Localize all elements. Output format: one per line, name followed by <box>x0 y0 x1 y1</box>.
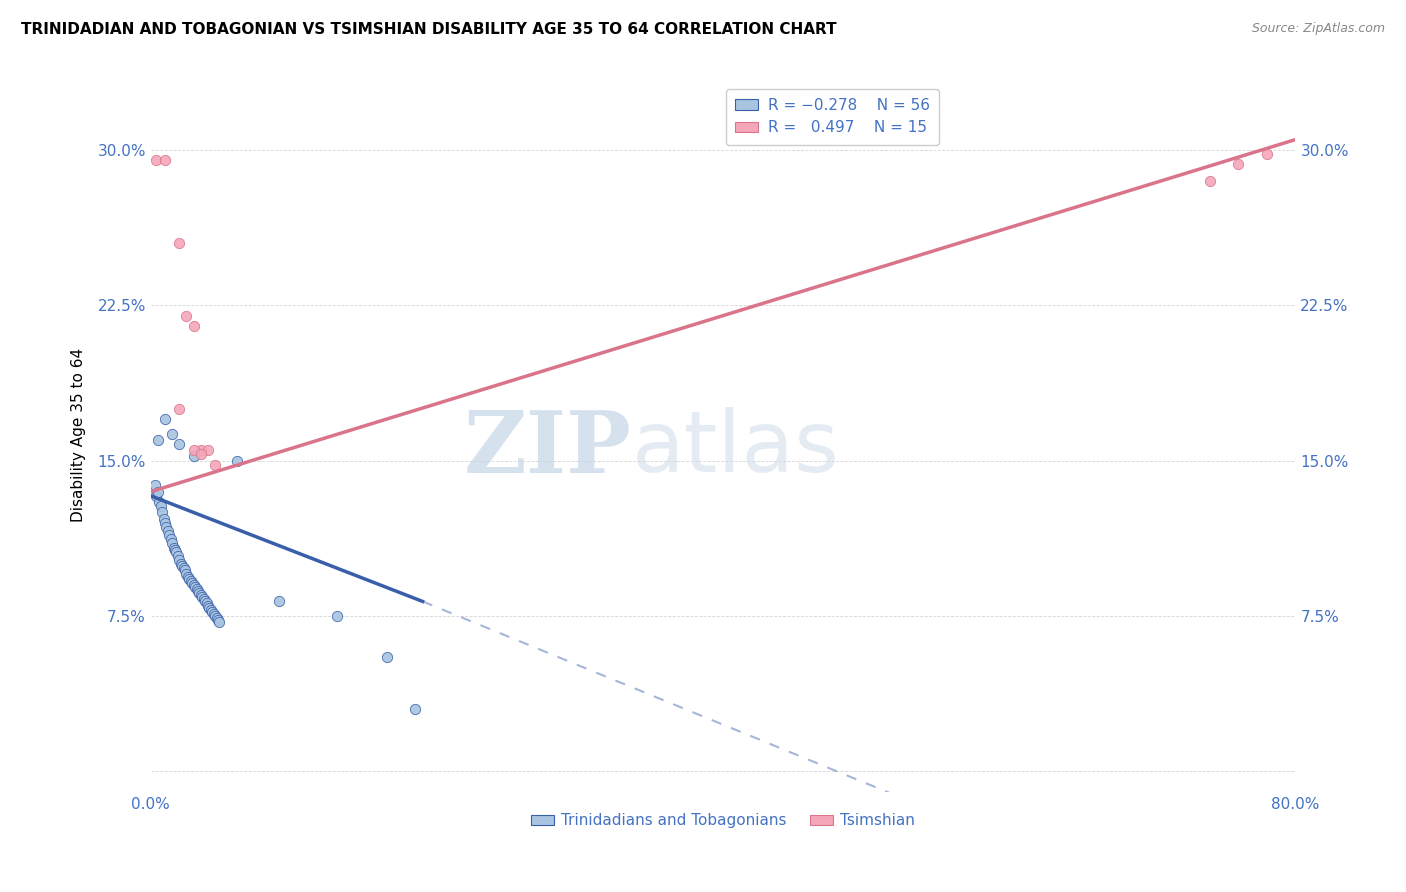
Point <box>191 591 214 605</box>
Point <box>200 603 222 617</box>
Point <box>187 584 209 599</box>
Point <box>163 542 186 557</box>
Point <box>205 611 228 625</box>
Point <box>157 528 180 542</box>
Point <box>183 443 205 458</box>
Point <box>183 318 205 333</box>
Point <box>169 553 191 567</box>
Point <box>198 600 221 615</box>
Point <box>202 607 225 621</box>
Point <box>184 580 207 594</box>
Point <box>149 499 172 513</box>
Point <box>170 557 193 571</box>
Point <box>269 594 291 608</box>
Point <box>193 592 215 607</box>
Point <box>181 575 204 590</box>
Point <box>207 613 229 627</box>
Point <box>153 153 176 168</box>
Point <box>159 533 181 547</box>
Point <box>375 650 398 665</box>
Point <box>160 536 183 550</box>
Point <box>201 605 224 619</box>
Point <box>169 401 191 416</box>
Point <box>156 524 179 538</box>
Point <box>146 484 169 499</box>
Point <box>183 578 205 592</box>
Point <box>166 545 188 559</box>
Point <box>194 594 217 608</box>
Text: ZIP: ZIP <box>464 407 631 491</box>
Point <box>174 563 197 577</box>
Point <box>188 586 211 600</box>
Point <box>179 572 201 586</box>
Point <box>153 516 176 530</box>
Point <box>160 426 183 441</box>
Point <box>145 153 167 168</box>
Point <box>176 309 198 323</box>
Point <box>1227 157 1250 171</box>
Text: TRINIDADIAN AND TOBAGONIAN VS TSIMSHIAN DISABILITY AGE 35 TO 64 CORRELATION CHAR: TRINIDADIAN AND TOBAGONIAN VS TSIMSHIAN … <box>21 22 837 37</box>
Text: atlas: atlas <box>631 408 839 491</box>
Point <box>195 597 218 611</box>
Point <box>167 549 190 563</box>
Text: Source: ZipAtlas.com: Source: ZipAtlas.com <box>1251 22 1385 36</box>
Point <box>169 437 191 451</box>
Point <box>172 559 194 574</box>
Point <box>176 567 198 582</box>
Point <box>197 443 219 458</box>
Point <box>204 458 226 472</box>
Point <box>155 520 177 534</box>
Point <box>180 574 202 588</box>
Point <box>152 511 174 525</box>
Point <box>1256 147 1278 161</box>
Point <box>404 702 426 716</box>
Point <box>190 588 212 602</box>
Point <box>153 412 176 426</box>
Point <box>225 453 247 467</box>
Point <box>325 608 347 623</box>
Y-axis label: Disability Age 35 to 64: Disability Age 35 to 64 <box>72 348 86 522</box>
Point <box>146 433 169 447</box>
Point <box>197 599 219 613</box>
Point <box>1198 174 1220 188</box>
Point <box>190 447 212 461</box>
Point <box>148 495 170 509</box>
Point <box>190 443 212 458</box>
Legend: Trinidadians and Tobagonians, Tsimshian: Trinidadians and Tobagonians, Tsimshian <box>524 807 921 834</box>
Point <box>162 541 184 555</box>
Point <box>145 489 167 503</box>
Point <box>183 450 205 464</box>
Point <box>169 236 191 251</box>
Point <box>143 478 166 492</box>
Point <box>150 505 173 519</box>
Point <box>204 608 226 623</box>
Point <box>177 569 200 583</box>
Point <box>208 615 231 629</box>
Point <box>173 561 195 575</box>
Point <box>186 582 208 596</box>
